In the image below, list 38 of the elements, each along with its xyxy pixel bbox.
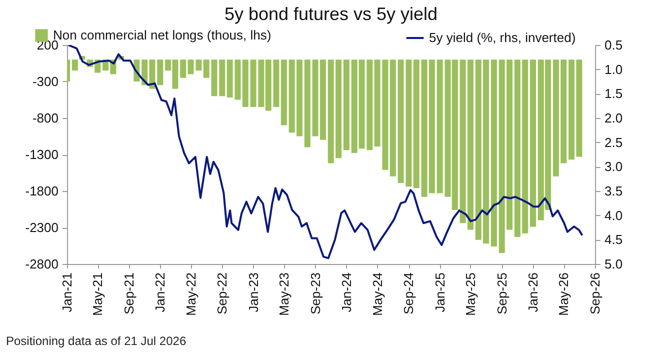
x-tick-label: Jan-25 [432, 272, 448, 312]
y2-tick-label: 4.5 [604, 232, 623, 248]
y-tick-label: -300 [32, 74, 58, 89]
y2-tick-label: 2.0 [604, 110, 623, 126]
x-tick-label: May-24 [370, 272, 385, 316]
y-tick-label: -1300 [25, 147, 58, 162]
y2-tick-label: 3.0 [604, 159, 623, 174]
y2-tick-label: 4.0 [604, 208, 623, 223]
x-tick-label: Sep-23 [308, 272, 323, 314]
x-tick-label: Sep-25 [494, 272, 510, 314]
x-tick-label: Sep-22 [214, 272, 230, 314]
y2-tick-label: 0.5 [604, 38, 623, 52]
y2-tick-label: 5.0 [604, 256, 623, 272]
x-tick-label: May-25 [462, 272, 478, 316]
line-series [67, 45, 584, 260]
x-tick-label: Sep-21 [122, 272, 137, 314]
text: Positioning data as of 21 Jul 2026 [6, 334, 186, 348]
x-tick-label: Jan-26 [525, 272, 540, 312]
x-tick-label: Jan-21 [60, 272, 74, 312]
x-tick-label: May-22 [183, 272, 198, 316]
y-tick-label: -1800 [25, 184, 58, 198]
x-tick-label: May-23 [276, 272, 292, 316]
y2-tick-label: 2.5 [604, 134, 623, 150]
x-tick-label: May-26 [556, 272, 572, 316]
chart-title: 5y bond futures vs 5y yield [224, 4, 438, 24]
x-tick-label: Jan-23 [246, 272, 261, 312]
y-tick-label: -2300 [25, 220, 58, 235]
x-tick-label: Jan-22 [152, 272, 168, 312]
y-tick-label: -2800 [25, 256, 58, 272]
x-tick-label: May-21 [90, 272, 106, 316]
x-tick-label: Sep-26 [588, 272, 602, 314]
y-tick-label: -800 [32, 110, 58, 126]
y2-tick-label: 1.5 [604, 86, 623, 102]
legend-label: 5y yield (%, rhs, inverted) [429, 30, 576, 45]
x-tick-label: Sep-24 [401, 272, 416, 314]
x-tick-label: Jan-24 [338, 272, 354, 312]
y2-tick-label: 3.5 [604, 184, 623, 198]
y2-tick-label: 1.0 [604, 62, 623, 77]
